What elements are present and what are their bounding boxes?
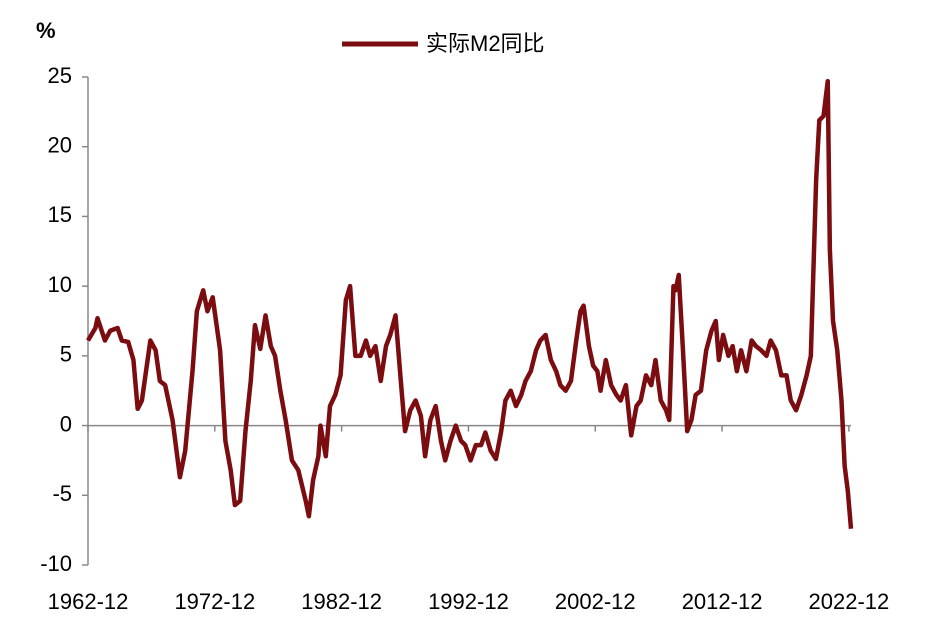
x-tick-label: 2002-12: [555, 589, 636, 614]
y-tick-label: 20: [48, 133, 72, 158]
data-line: [86, 78, 854, 529]
legend-label: 实际M2同比: [426, 31, 545, 56]
y-tick-label: 0: [60, 411, 72, 436]
y-tick-label: -10: [40, 551, 72, 576]
y-tick-label: 25: [48, 63, 72, 88]
x-tick-label: 1962-12: [48, 589, 129, 614]
y-tick-label: 5: [60, 342, 72, 367]
x-tick-label: 2012-12: [682, 589, 763, 614]
y-tick-label: -5: [52, 481, 72, 506]
y-unit: %: [36, 18, 56, 43]
x-tick-label: 2022-12: [809, 589, 890, 614]
x-tick-label: 1972-12: [174, 589, 255, 614]
x-tick-label: 1992-12: [428, 589, 509, 614]
x-tick-label: 1982-12: [301, 589, 382, 614]
y-tick-label: 15: [48, 202, 72, 227]
y-tick-label: 10: [48, 272, 72, 297]
